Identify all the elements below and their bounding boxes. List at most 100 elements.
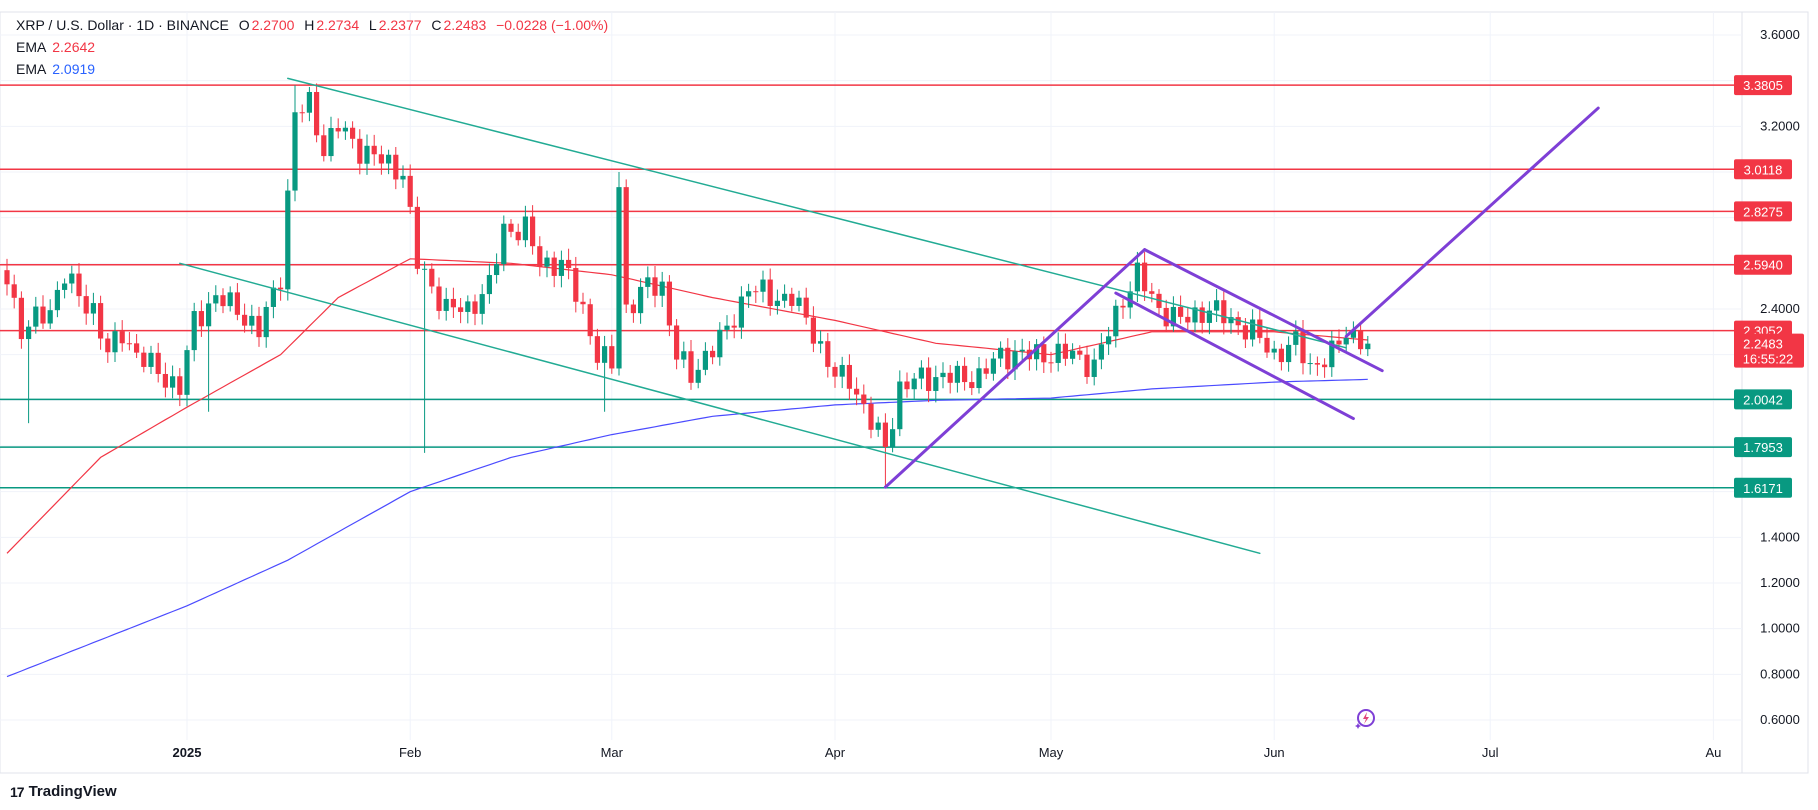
ema-fast-label: EMA — [16, 39, 47, 55]
countdown-text: 16:55:22 — [1743, 352, 1794, 367]
reset-chart-icon[interactable] — [1352, 706, 1378, 732]
tradingview-logo[interactable]: 17 TradingView — [10, 783, 117, 800]
trendline-pattern — [1344, 106, 1600, 338]
candle-body — [623, 187, 629, 305]
candle-body — [105, 338, 111, 353]
candle-body — [450, 298, 456, 308]
level-price-label-badge — [1734, 201, 1792, 222]
candle-body — [558, 259, 564, 276]
candle-body — [1314, 363, 1320, 365]
candle-body — [414, 206, 420, 269]
chart-legend: XRP / U.S. Dollar · 1D · BINANCE O 2.2700… — [16, 14, 610, 80]
close-value: 2.2483 — [443, 17, 487, 33]
candle-body — [580, 301, 586, 305]
candle-body — [1091, 359, 1097, 377]
candle-body — [998, 347, 1004, 359]
price-tick-label: 1.2000 — [1760, 575, 1800, 590]
trendline-pattern — [883, 248, 1147, 489]
candle-body — [386, 154, 392, 164]
candle-body — [1034, 344, 1040, 360]
candle-body — [393, 154, 399, 180]
candle-body — [162, 373, 168, 388]
level-price-label-badge — [1734, 389, 1792, 410]
candle-body — [1350, 330, 1356, 338]
level-price-label-badge — [1734, 477, 1792, 498]
ema-fast-row[interactable]: EMA 2.2642 — [16, 36, 610, 58]
chart-frame — [0, 11, 1809, 774]
candle-body — [112, 331, 118, 353]
candle-body — [818, 341, 824, 344]
candle-body — [1055, 343, 1061, 363]
candle-body — [594, 336, 600, 363]
time-tick-label: Jul — [1482, 745, 1499, 760]
candle-body — [1178, 306, 1184, 317]
candle-body — [954, 365, 960, 383]
candles — [4, 83, 1371, 488]
candle-body — [926, 367, 932, 391]
candle-body — [33, 306, 39, 327]
ema-slow-label: EMA — [16, 61, 47, 77]
candle-body — [774, 300, 780, 307]
candle-body — [213, 295, 219, 304]
candle-body — [760, 279, 766, 292]
symbol-ohlc-row[interactable]: XRP / U.S. Dollar · 1D · BINANCE O 2.2700… — [16, 14, 610, 36]
candle-body — [486, 275, 492, 295]
candle-body — [155, 352, 161, 374]
candle-body — [976, 368, 982, 389]
candle-body — [1062, 343, 1068, 359]
candle-body — [429, 268, 435, 287]
candle-body — [1149, 291, 1155, 294]
candle-body — [501, 223, 507, 265]
candle-body — [659, 281, 665, 296]
candle-body — [1206, 310, 1212, 323]
last-price-label-badge — [1734, 333, 1804, 368]
candle-body — [544, 257, 550, 267]
candle-body — [54, 289, 60, 311]
price-tick-label: 3.6000 — [1760, 27, 1800, 42]
candle-body — [472, 301, 478, 314]
candle-body — [803, 297, 809, 318]
candle-body — [11, 284, 17, 298]
candle-body — [1199, 307, 1205, 323]
candle-body — [1170, 306, 1176, 327]
change-value: −0.0228 (−1.00%) — [496, 17, 609, 33]
ema-fast-value: 2.2642 — [52, 39, 96, 55]
candle-body — [1134, 262, 1140, 292]
level-price-label-text: 2.0042 — [1743, 392, 1783, 407]
candle-body — [839, 364, 845, 377]
candle-body — [717, 329, 723, 358]
candle-body — [90, 303, 96, 314]
candle-body — [1365, 343, 1371, 350]
trendline-channel — [179, 262, 1261, 555]
candle-body — [1084, 354, 1090, 377]
candle-body — [602, 346, 608, 363]
tradingview-mark-icon: 17 — [10, 783, 25, 800]
candle-body — [522, 216, 528, 241]
candle-body — [4, 270, 10, 285]
candle-body — [731, 325, 737, 328]
candle-body — [1278, 348, 1284, 363]
candle-body — [530, 216, 536, 247]
candle-body — [292, 112, 298, 191]
level-price-label-text: 2.8275 — [1743, 204, 1783, 219]
candle-body — [227, 292, 233, 307]
ema-slow-row[interactable]: EMA 2.0919 — [16, 58, 610, 80]
candle-body — [666, 281, 672, 326]
candle-body — [695, 369, 701, 383]
time-tick-label: Mar — [601, 745, 624, 760]
trendline-pattern — [1143, 248, 1384, 373]
candle-body — [861, 394, 867, 404]
candle-body — [1343, 337, 1349, 345]
candle-body — [256, 315, 262, 338]
time-tick-label: May — [1039, 745, 1064, 760]
open-label: O — [238, 17, 250, 33]
candle-body — [328, 128, 334, 157]
candle-body — [832, 366, 838, 377]
candle-body — [868, 403, 874, 430]
candle-body — [983, 368, 989, 374]
candle-body — [566, 259, 572, 269]
trendline-pattern — [1114, 291, 1355, 421]
symbol-title: XRP / U.S. Dollar · 1D · BINANCE — [16, 17, 229, 33]
last-price-label-text: 2.2483 — [1743, 337, 1783, 352]
